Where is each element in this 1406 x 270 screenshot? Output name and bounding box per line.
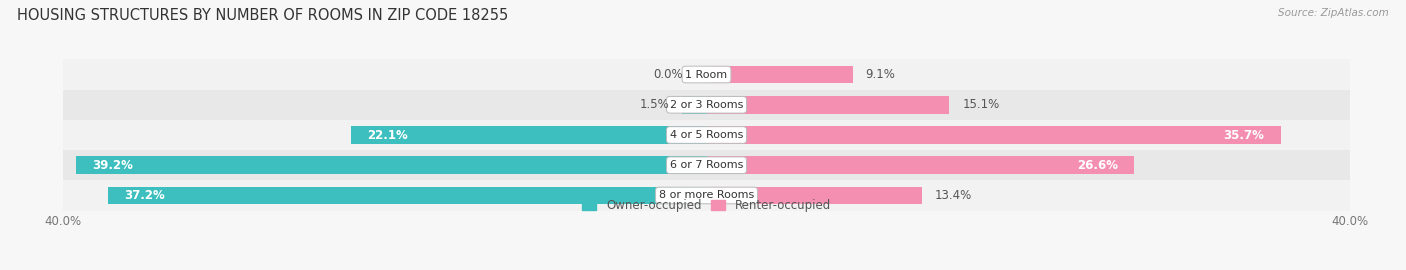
Text: 8 or more Rooms: 8 or more Rooms	[659, 190, 754, 201]
Bar	[63, 90, 1350, 120]
Bar	[63, 120, 1350, 150]
Bar	[707, 187, 922, 204]
Bar	[63, 59, 1350, 90]
Text: 2 or 3 Rooms: 2 or 3 Rooms	[669, 100, 744, 110]
Bar	[707, 66, 853, 83]
Text: 15.1%: 15.1%	[962, 98, 1000, 111]
Text: 37.2%: 37.2%	[124, 189, 165, 202]
Bar	[682, 96, 707, 113]
Legend: Owner-occupied, Renter-occupied: Owner-occupied, Renter-occupied	[578, 194, 835, 217]
Text: 4 or 5 Rooms: 4 or 5 Rooms	[669, 130, 744, 140]
Text: 1.5%: 1.5%	[640, 98, 669, 111]
Bar	[352, 126, 707, 144]
Text: 35.7%: 35.7%	[1223, 129, 1264, 141]
Text: 22.1%: 22.1%	[367, 129, 408, 141]
Bar	[63, 150, 1350, 180]
Bar	[63, 180, 1350, 211]
Text: Source: ZipAtlas.com: Source: ZipAtlas.com	[1278, 8, 1389, 18]
Bar	[707, 96, 949, 113]
Text: 1 Room: 1 Room	[686, 69, 727, 80]
Bar	[707, 157, 1135, 174]
Text: HOUSING STRUCTURES BY NUMBER OF ROOMS IN ZIP CODE 18255: HOUSING STRUCTURES BY NUMBER OF ROOMS IN…	[17, 8, 508, 23]
Text: 26.6%: 26.6%	[1077, 159, 1118, 172]
Bar	[108, 187, 707, 204]
Text: 9.1%: 9.1%	[866, 68, 896, 81]
Text: 39.2%: 39.2%	[93, 159, 134, 172]
Text: 0.0%: 0.0%	[652, 68, 682, 81]
Bar	[707, 126, 1281, 144]
Text: 13.4%: 13.4%	[935, 189, 972, 202]
Bar	[76, 157, 707, 174]
Text: 6 or 7 Rooms: 6 or 7 Rooms	[669, 160, 744, 170]
